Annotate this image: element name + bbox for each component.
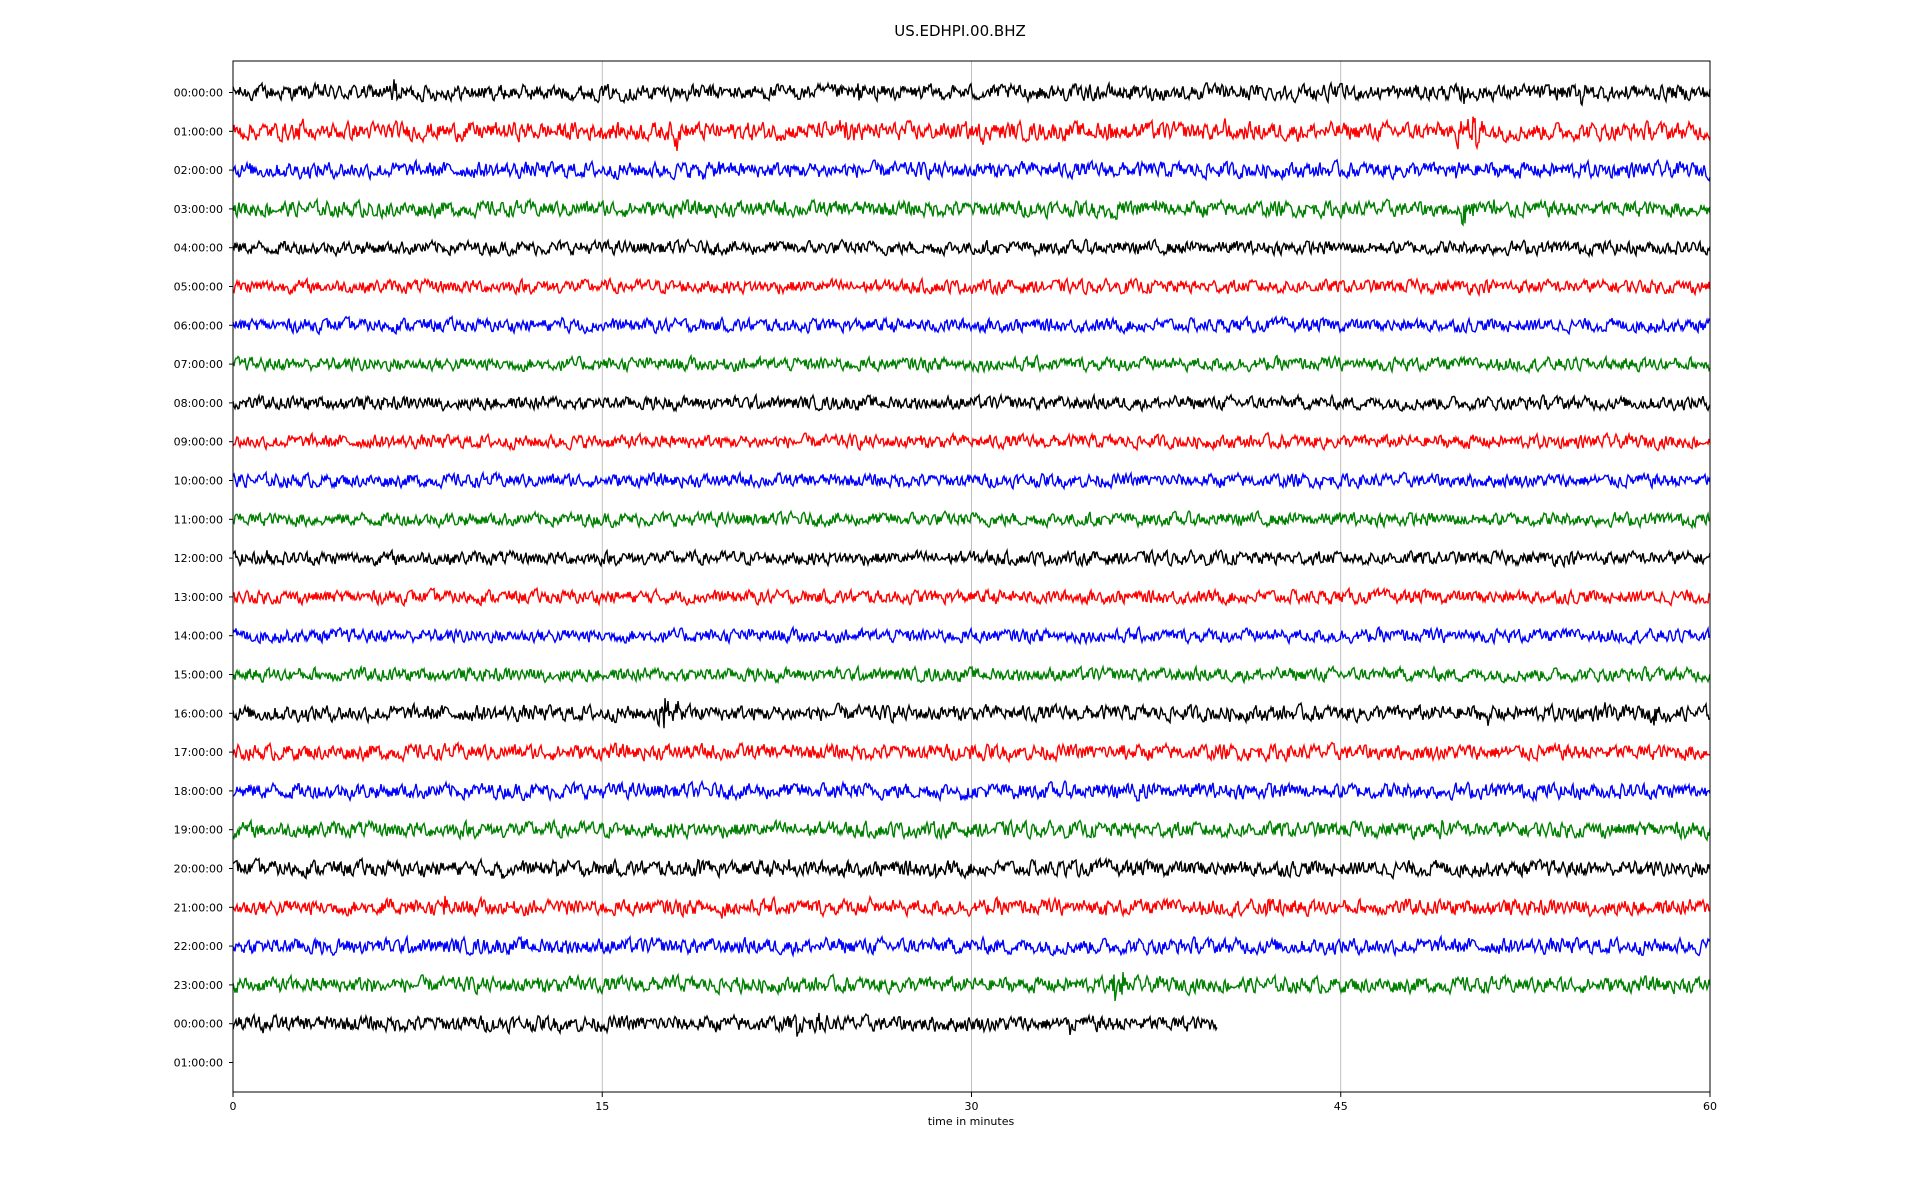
x-tick-label: 30: [965, 1100, 979, 1113]
row-time-label: 18:00:00: [174, 785, 223, 798]
x-axis-ticks: 0 15 30 45 60: [230, 1092, 1717, 1113]
row-time-label: 01:00:00: [174, 125, 223, 138]
trace-row-21: [232, 894, 1711, 920]
trace-row-20: [232, 856, 1711, 881]
trace-row-11: [232, 509, 1711, 530]
row-time-label: 14:00:00: [174, 630, 223, 643]
row-time-label: 00:00:00: [174, 87, 223, 100]
y-axis-labels: 00:00:00 01:00:00 02:00:00 03:00:00 04:00:00…: [174, 87, 233, 1070]
row-time-label: 05:00:00: [174, 281, 223, 294]
x-tick-label: 45: [1334, 1100, 1348, 1113]
trace-row-10: [232, 470, 1711, 491]
row-time-label: 10:00:00: [174, 475, 223, 488]
trace-row-0: [232, 79, 1711, 107]
row-time-label: 04:00:00: [174, 242, 223, 255]
row-time-label: 13:00:00: [174, 591, 223, 604]
x-tick-label: 15: [595, 1100, 609, 1113]
trace-row-6: [232, 314, 1711, 336]
trace-row-7: [232, 353, 1711, 375]
row-time-label: 01:00:00: [174, 1057, 223, 1070]
trace-row-19: [232, 818, 1711, 842]
grid-lines: [601, 61, 1342, 1092]
trace-row-15: [232, 664, 1711, 685]
row-time-label: 16:00:00: [174, 707, 223, 720]
trace-row-16: [232, 698, 1711, 729]
row-time-label: 20:00:00: [174, 863, 223, 876]
row-time-label: 12:00:00: [174, 552, 223, 565]
row-time-label: 07:00:00: [174, 358, 223, 371]
trace-row-24: [232, 1012, 1218, 1037]
trace-row-22: [232, 934, 1711, 958]
row-time-label: 17:00:00: [174, 746, 223, 759]
x-tick-label: 0: [230, 1100, 237, 1113]
trace-row-9: [232, 431, 1711, 452]
seismic-traces: [232, 79, 1711, 1037]
trace-row-8: [232, 392, 1711, 413]
row-time-label: 22:00:00: [174, 940, 223, 953]
row-time-label: 11:00:00: [174, 513, 223, 526]
trace-row-4: [232, 237, 1711, 258]
trace-row-2: [232, 158, 1711, 182]
row-time-label: 09:00:00: [174, 436, 223, 449]
trace-row-5: [232, 276, 1711, 297]
trace-row-23: [232, 972, 1711, 1002]
trace-row-14: [232, 625, 1711, 646]
trace-row-18: [232, 779, 1711, 803]
row-time-label: 00:00:00: [174, 1018, 223, 1031]
trace-row-3: [232, 197, 1711, 227]
row-time-label: 06:00:00: [174, 319, 223, 332]
trace-row-12: [232, 547, 1711, 569]
trace-row-1: [232, 116, 1711, 152]
row-time-label: 21:00:00: [174, 901, 223, 914]
row-time-label: 03:00:00: [174, 203, 223, 216]
row-time-label: 23:00:00: [174, 979, 223, 992]
x-tick-label: 60: [1703, 1100, 1717, 1113]
row-time-label: 02:00:00: [174, 164, 223, 177]
row-time-label: 15:00:00: [174, 669, 223, 682]
row-time-label: 19:00:00: [174, 824, 223, 837]
trace-row-13: [233, 586, 1711, 608]
row-time-label: 08:00:00: [174, 397, 223, 410]
x-axis-label: time in minutes: [928, 1115, 1015, 1128]
chart-title: US.EDHPI.00.BHZ: [894, 22, 1026, 40]
trace-row-17: [232, 740, 1711, 764]
